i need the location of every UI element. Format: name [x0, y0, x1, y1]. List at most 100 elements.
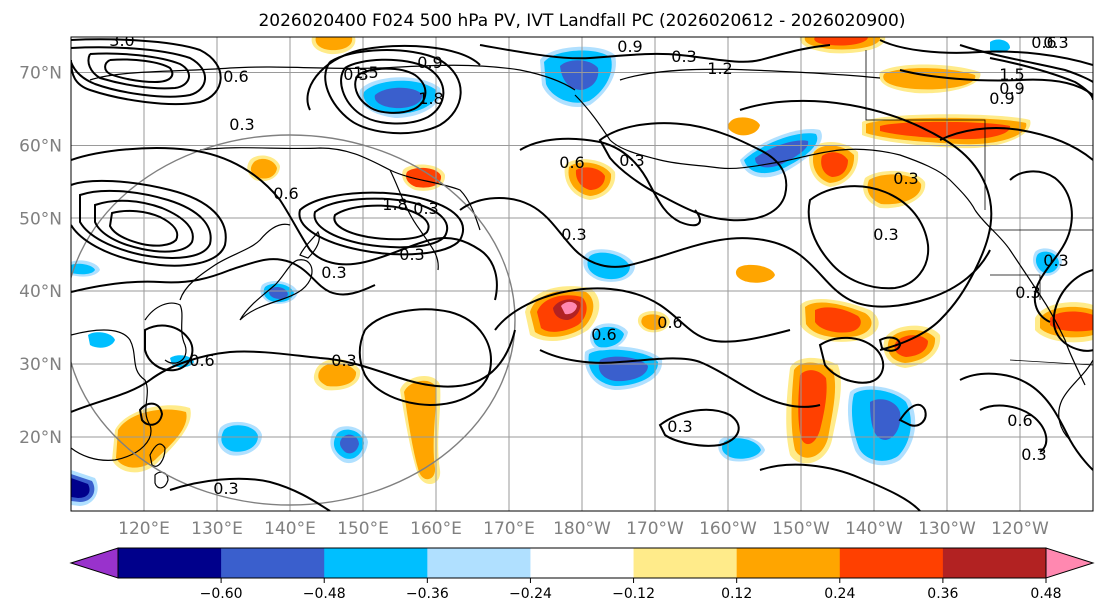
pv-contour-ring	[104, 58, 174, 84]
colorbar-tick-label: −0.12	[612, 586, 655, 602]
longitude-labels: 120°E 130°E 140°E 150°E 160°E 170°E 180°W 170°W…	[118, 519, 1049, 539]
contour-label: 0.3	[893, 169, 918, 188]
pv-contour-open	[989, 57, 1093, 101]
pv-contour-open	[71, 147, 498, 301]
pv-contour-ring	[108, 209, 179, 247]
colorbar-tick-label: −0.48	[303, 586, 346, 602]
positive-anomaly-blob	[311, 37, 356, 55]
positive-anomaly-blob	[637, 310, 670, 333]
contour-label: 0.3	[1015, 283, 1040, 302]
colorbar-extend-low	[69, 547, 119, 579]
lon-label: 170°W	[626, 519, 684, 539]
colorbar-segment	[324, 548, 428, 578]
lon-label: 140°E	[264, 519, 316, 539]
lon-label: 120°E	[118, 519, 170, 539]
negative-anomaly-blob	[990, 39, 1010, 53]
pv-contour-ring	[333, 204, 430, 241]
positive-anomaly-blob	[564, 159, 616, 200]
colorbar-tick-label: −0.60	[200, 586, 243, 602]
pv-contour-open	[71, 258, 376, 296]
colorbar-tick-label: −0.24	[509, 586, 552, 602]
japan-honshu	[239, 259, 313, 321]
contour-label: 0.6	[559, 153, 584, 172]
contour-label: 0.3	[667, 417, 692, 436]
contour-label: 0.6	[1007, 411, 1032, 430]
contour-label: 0.3	[413, 199, 438, 218]
contour-label: 0.3	[213, 479, 238, 498]
pv-contour-open	[169, 477, 331, 511]
philippines	[149, 443, 169, 489]
contour-label: 0.6	[591, 325, 616, 344]
pv-contour-open	[759, 463, 921, 511]
contour-label: 0.6	[273, 184, 298, 203]
contour-label: 0.3	[671, 47, 696, 66]
negative-anomaly-blob	[359, 77, 441, 118]
state-lines	[990, 274, 1041, 300]
baja	[1058, 359, 1093, 441]
pv-contour-open	[539, 349, 821, 408]
contour-label: 0.6	[223, 67, 248, 86]
contour-label: 0.3	[321, 263, 346, 282]
latitude-labels: 70°N 60°N 50°N 40°N 30°N 20°N	[19, 64, 62, 449]
pv-contour-open	[959, 44, 1093, 83]
positive-anomaly-blob	[800, 298, 879, 342]
pv-contour-ring	[94, 199, 194, 253]
pv-contour-open	[598, 122, 788, 222]
pv-contour-ring	[340, 58, 445, 125]
lat-label: 20°N	[19, 428, 62, 448]
colorbar-tick-label: 0.36	[927, 586, 958, 602]
pv-contour-ring	[878, 336, 902, 352]
gulf-of-alaska	[719, 148, 976, 211]
colorbar-segment	[221, 548, 325, 578]
negative-anomaly-blob	[540, 46, 616, 108]
positive-anomaly-blob	[525, 286, 600, 342]
pv-contour-ring	[71, 38, 222, 106]
contour-label: 0.3	[229, 115, 254, 134]
range-circle	[71, 134, 516, 506]
contour-label: 0.3	[1021, 445, 1046, 464]
lon-label: 150°E	[337, 519, 389, 539]
colorbar: −0.60 −0.48 −0.36 −0.24 −0.12 0.12 0.24 0.36 0.4…	[69, 547, 1095, 602]
positive-anomaly-blob	[313, 358, 361, 391]
contour-label: 1.8	[382, 195, 407, 214]
pv-contour-open	[939, 127, 1093, 161]
colorbar-segment	[942, 548, 1047, 578]
china-coast	[144, 302, 187, 364]
pv-contour-open	[358, 308, 492, 407]
pv-contour-open	[479, 44, 831, 63]
contour-labels: 3.00.60.90.31.51.80.30.60.90.31.20.90.61…	[109, 31, 1068, 498]
lon-label: 130°E	[191, 519, 243, 539]
contour-label: 1.5	[999, 65, 1024, 84]
colorbar-segment	[839, 548, 944, 578]
positive-anomaly-blob	[735, 264, 775, 283]
contour-label: 0.6	[189, 351, 214, 370]
lon-label: 150°W	[772, 519, 830, 539]
pv-contour-ring	[71, 179, 227, 267]
contour-label: 0.3	[561, 225, 586, 244]
alaska-west	[574, 94, 721, 169]
pv-contour-open	[739, 99, 993, 351]
negative-anomaly-blob	[590, 323, 628, 351]
negative-anomaly-blob	[217, 421, 262, 456]
colorbar-extend-high	[1045, 547, 1095, 579]
pv-contour-ring	[313, 197, 449, 249]
pv-contour-ring	[818, 336, 885, 384]
pv-contour-open	[519, 137, 701, 227]
pv-contour-open	[306, 44, 481, 111]
lat-label: 70°N	[19, 64, 62, 84]
contour-label: 0.9	[617, 37, 642, 56]
arctic-coast-na	[619, 68, 881, 81]
lon-label: 160°E	[410, 519, 462, 539]
lon-label: 120°W	[991, 519, 1049, 539]
lon-label: 170°E	[483, 519, 535, 539]
colorbar-segment	[736, 548, 841, 578]
pv-contour-ring	[807, 185, 930, 290]
contour-label: 0.6	[1031, 33, 1056, 52]
negative-anomaly-blob	[1033, 248, 1062, 276]
contour-label: 0.6	[657, 313, 682, 332]
contour-label: 3.0	[109, 31, 134, 50]
pv-contour-ring	[658, 408, 740, 447]
pv-contour-open	[899, 69, 1093, 96]
contour-label: 0.3	[873, 225, 898, 244]
pv-contour-open	[879, 39, 1093, 66]
